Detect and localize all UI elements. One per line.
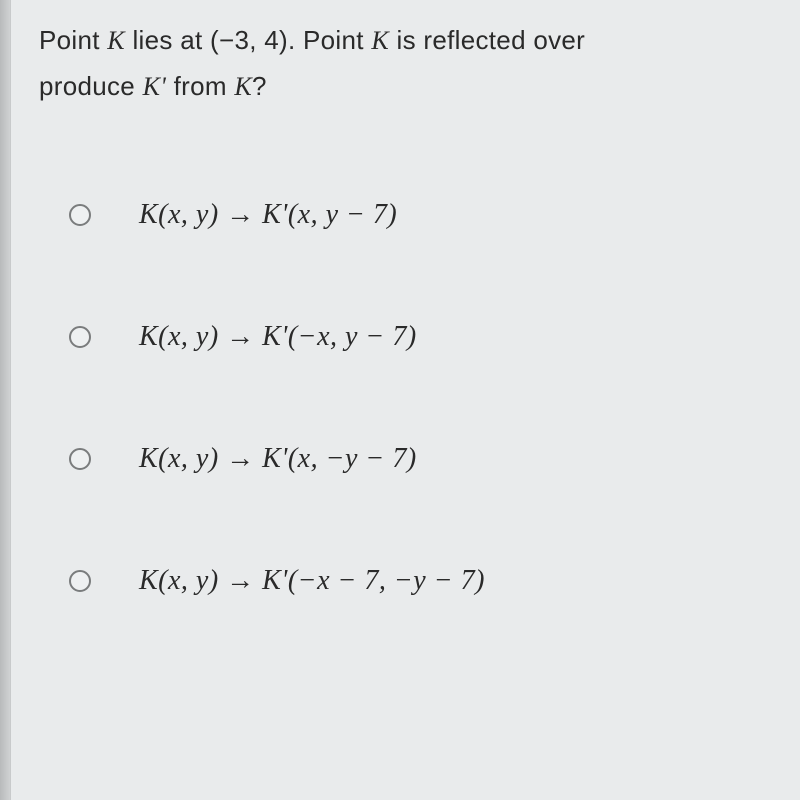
options-list: K(x, y) → K'(x, y − 7) K(x, y) → K'(−x, … bbox=[39, 199, 780, 597]
formula-1: K(x, y) → K'(x, y − 7) bbox=[139, 199, 397, 231]
q-var-k-1: K bbox=[107, 26, 125, 55]
q-var-kp: K' bbox=[143, 72, 167, 101]
radio-4[interactable] bbox=[69, 570, 91, 592]
q-line1-post: is reflected over bbox=[389, 25, 585, 55]
option-3[interactable]: K(x, y) → K'(x, −y − 7) bbox=[69, 443, 780, 475]
radio-2[interactable] bbox=[69, 326, 91, 348]
q-var-k-3: K bbox=[234, 72, 252, 101]
q-line2-post: ? bbox=[252, 71, 267, 101]
radio-3[interactable] bbox=[69, 448, 91, 470]
formula-3: K(x, y) → K'(x, −y − 7) bbox=[139, 443, 417, 475]
question-page: Point K lies at (−3, 4). Point K is refl… bbox=[10, 0, 800, 800]
formula-4: K(x, y) → K'(−x − 7, −y − 7) bbox=[139, 565, 485, 597]
q-line1-pre: Point bbox=[39, 25, 107, 55]
option-4[interactable]: K(x, y) → K'(−x − 7, −y − 7) bbox=[69, 565, 780, 597]
formula-2: K(x, y) → K'(−x, y − 7) bbox=[139, 321, 417, 353]
question-text: Point K lies at (−3, 4). Point K is refl… bbox=[39, 18, 780, 109]
page-left-shadow bbox=[0, 0, 10, 800]
q-line2-pre: produce bbox=[39, 71, 143, 101]
q-var-k-2: K bbox=[371, 26, 389, 55]
q-line2-mid: from bbox=[166, 71, 234, 101]
option-2[interactable]: K(x, y) → K'(−x, y − 7) bbox=[69, 321, 780, 353]
option-1[interactable]: K(x, y) → K'(x, y − 7) bbox=[69, 199, 780, 231]
q-line1-mid: lies at (−3, 4). Point bbox=[125, 25, 371, 55]
radio-1[interactable] bbox=[69, 204, 91, 226]
